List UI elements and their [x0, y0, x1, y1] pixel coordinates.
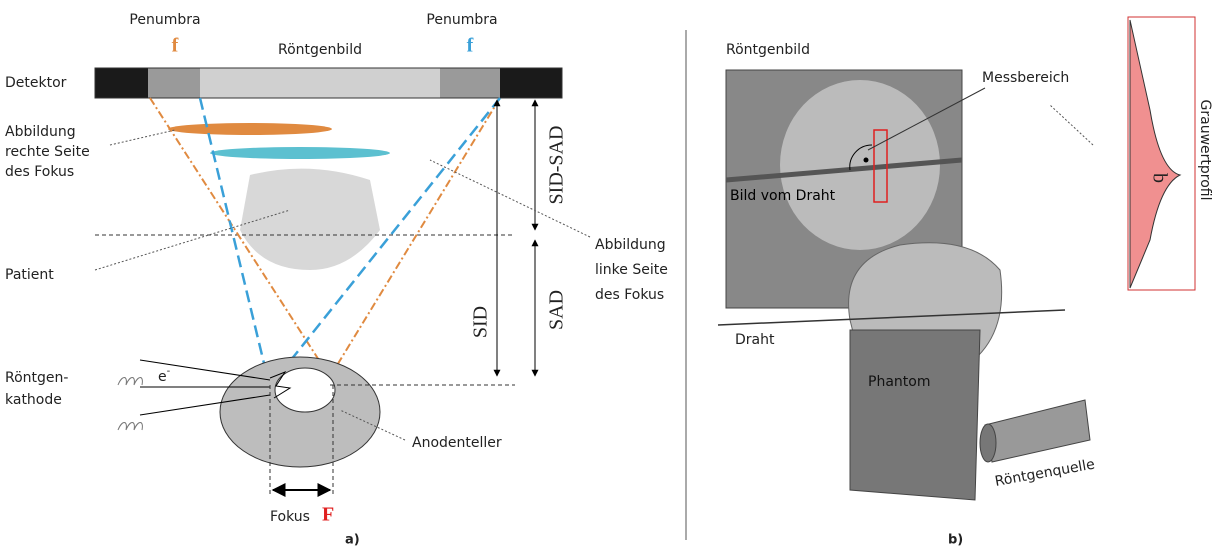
label: Röntgenbild [278, 42, 362, 58]
label: F [322, 504, 334, 526]
caption: b) [948, 533, 963, 547]
label: f [172, 35, 179, 57]
blue-image [210, 147, 390, 159]
penumbra-left-strip [148, 68, 200, 98]
label: e- [158, 366, 171, 385]
label: SAD [546, 290, 568, 330]
label: Abbildung [595, 237, 666, 253]
label: Röntgen- [5, 370, 68, 386]
penumbra-right-strip [440, 68, 500, 98]
orange-image [168, 123, 332, 135]
phantom-base [850, 330, 980, 500]
label: Röntgenbild [726, 42, 810, 58]
filament [118, 378, 142, 431]
figure: Penumbra f Penumbra f Röntgenbild Detekt… [0, 0, 1218, 547]
source-body [985, 400, 1090, 462]
label: SID-SAD [546, 126, 568, 205]
label: Penumbra [129, 12, 200, 28]
anode-hole [275, 368, 335, 412]
label: - [167, 366, 171, 377]
label: b [1148, 173, 1170, 183]
label: Abbildung [5, 124, 76, 140]
label: Grauwertprofil [1197, 100, 1213, 201]
label: Anodenteller [412, 435, 502, 451]
label: des Fokus [595, 287, 664, 303]
label: Draht [735, 332, 775, 348]
detector-edge [500, 68, 562, 98]
label: des Fokus [5, 164, 74, 180]
label: Bild vom Draht [730, 188, 836, 204]
label: Fokus [270, 509, 310, 525]
image-strip [200, 68, 440, 98]
label: rechte Seite [5, 144, 90, 160]
label: Penumbra [426, 12, 497, 28]
detector-edge [95, 68, 148, 98]
label: f [467, 35, 474, 57]
caption: a) [345, 533, 360, 547]
label: linke Seite [595, 262, 668, 278]
label: kathode [5, 392, 62, 408]
panel-b: Röntgenbild Messbereich Grauwertprofil b… [718, 17, 1213, 547]
source-end [980, 424, 996, 462]
label: Patient [5, 267, 54, 283]
angle-dot [864, 158, 869, 163]
label: Messbereich [982, 70, 1069, 86]
label: e [158, 369, 167, 385]
label: SID [470, 306, 492, 338]
panel-a: Penumbra f Penumbra f Röntgenbild Detekt… [5, 12, 668, 547]
label: Detektor [5, 75, 67, 91]
leader [1050, 105, 1093, 145]
label: Röntgenquelle [994, 457, 1096, 490]
label: Phantom [868, 374, 930, 390]
